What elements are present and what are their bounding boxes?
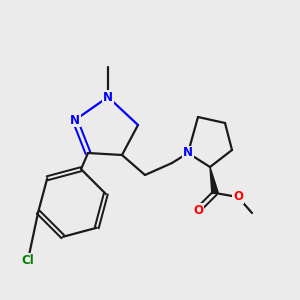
Text: N: N [103,91,113,103]
Text: O: O [193,203,203,217]
Text: N: N [183,146,193,160]
Text: O: O [233,190,243,203]
Text: N: N [70,113,80,127]
Text: Cl: Cl [22,254,34,266]
Polygon shape [210,167,218,194]
